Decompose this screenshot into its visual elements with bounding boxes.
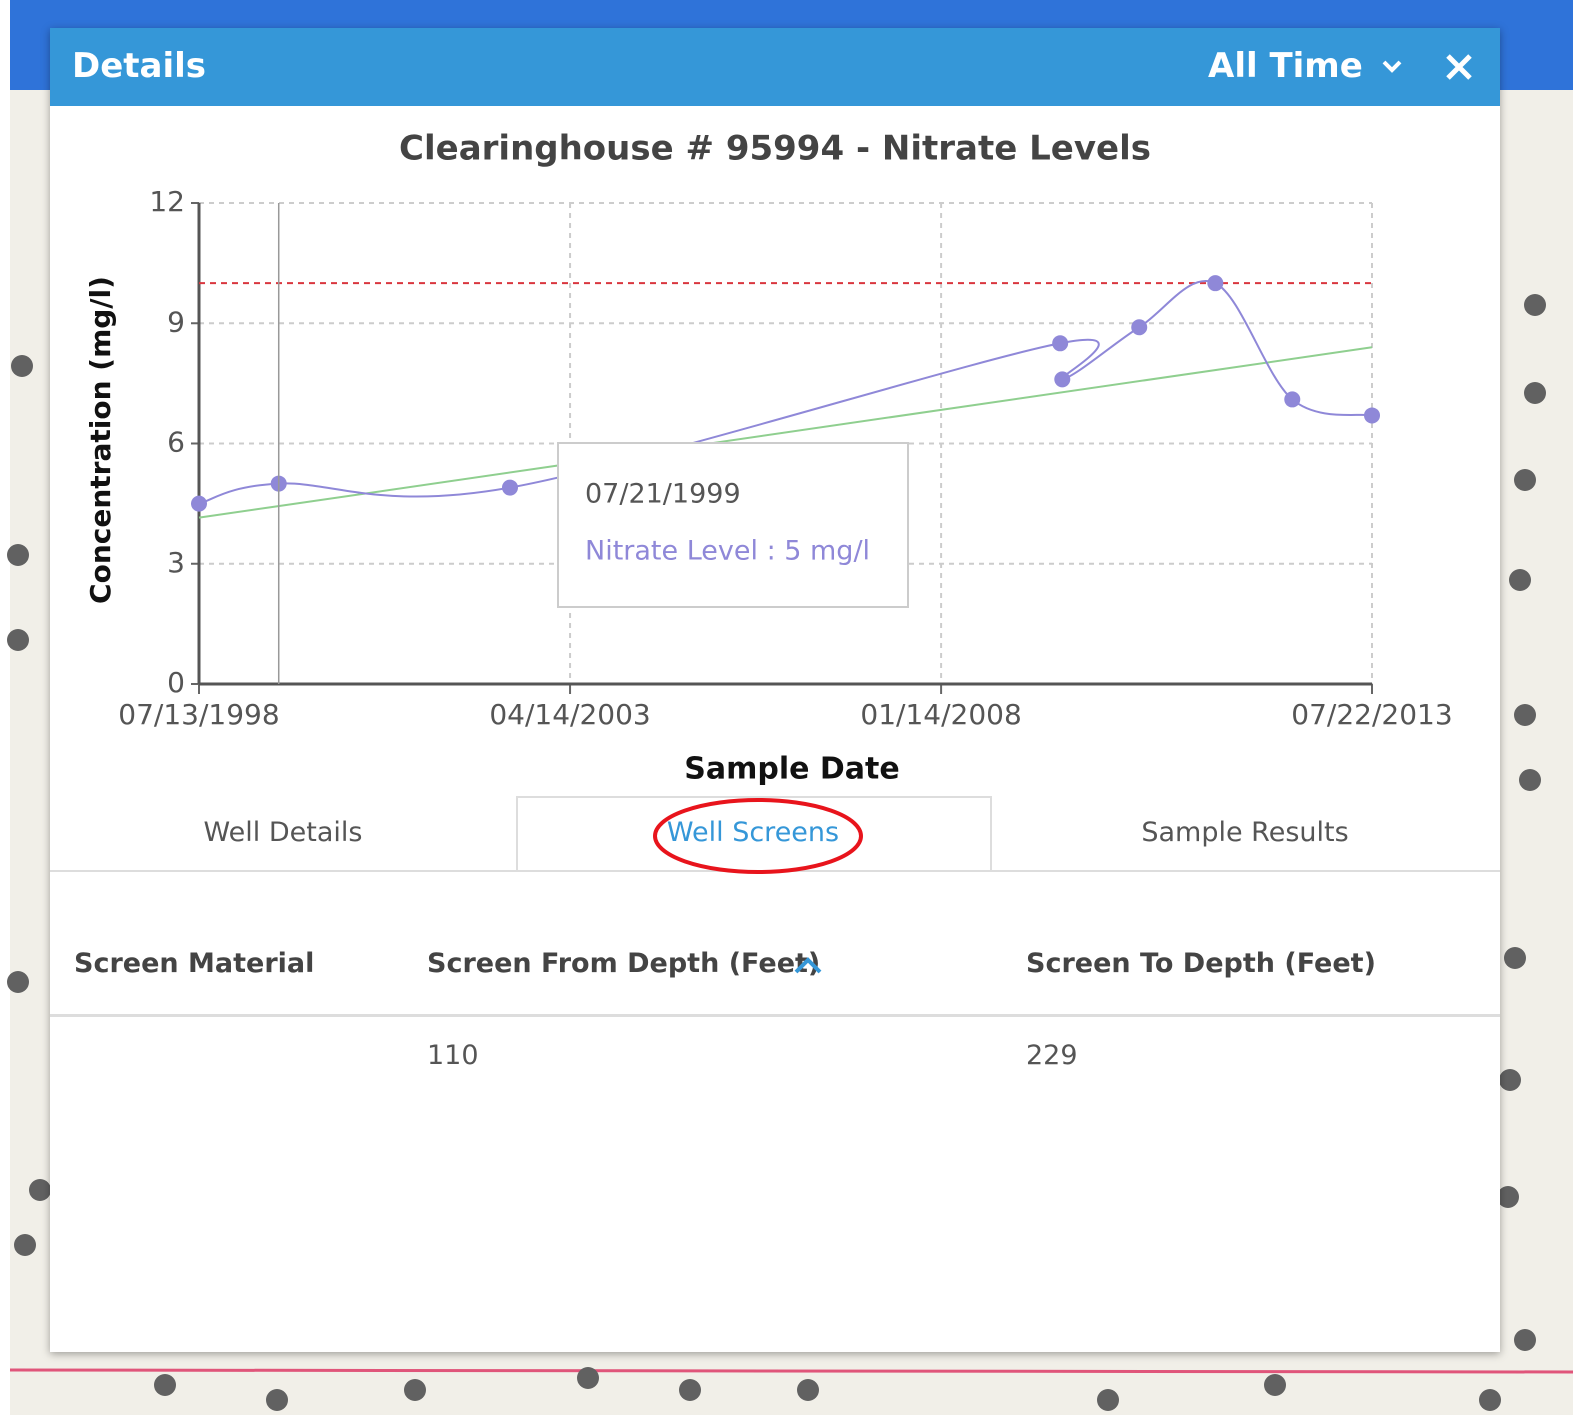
column-header[interactable]: Screen To Depth (Feet) — [1026, 948, 1376, 979]
tooltip-date: 07/21/1999 — [585, 479, 741, 510]
close-button[interactable] — [1444, 52, 1474, 82]
y-tick-label: 12 — [149, 185, 185, 218]
table-cell: 229 — [1026, 1040, 1078, 1071]
sort-ascending-icon[interactable] — [792, 954, 824, 978]
data-point — [501, 479, 518, 496]
data-point — [1054, 371, 1071, 388]
data-point — [191, 495, 207, 512]
tab[interactable]: Well Details — [203, 817, 363, 848]
data-point — [1364, 407, 1380, 424]
header-rule — [50, 1014, 1500, 1017]
details-dialog: Details All Time Clearinghouse # 95994 -… — [50, 28, 1500, 1352]
data-point — [1284, 391, 1301, 408]
x-tick-label: 07/13/1998 — [118, 698, 279, 731]
data-point — [1052, 335, 1069, 352]
dialog-header: Details All Time — [50, 28, 1500, 106]
dropdown-chevron[interactable] — [1380, 54, 1404, 78]
dialog-title: Details — [72, 46, 207, 86]
column-header[interactable]: Screen Material — [74, 948, 315, 979]
x-axis-label: Sample Date — [684, 752, 900, 787]
y-tick-label: 0 — [167, 666, 185, 699]
table-cell: 110 — [427, 1040, 479, 1071]
tab-active[interactable]: Well Screens — [666, 817, 840, 848]
tooltip-box — [557, 442, 909, 608]
trend-line — [198, 346, 1373, 519]
y-axis-label: Concentration (mg/l) — [84, 276, 117, 604]
tab[interactable]: Sample Results — [1141, 817, 1349, 848]
column-header[interactable]: Screen From Depth (Feet) — [427, 948, 821, 979]
y-tick-label: 3 — [167, 546, 185, 579]
x-tick-label: 04/14/2003 — [489, 698, 650, 731]
highlight-ellipse — [653, 798, 863, 874]
range-dropdown[interactable]: All Time — [1208, 46, 1363, 86]
data-line — [198, 280, 1373, 505]
x-tick-label: 01/14/2008 — [860, 698, 1021, 731]
data-point — [1131, 319, 1148, 336]
x-tick-label: 07/22/2013 — [1291, 698, 1452, 731]
y-tick-label: 6 — [167, 426, 185, 459]
chart: Clearinghouse # 95994 - Nitrate Levels S… — [84, 129, 1453, 787]
chart-title: Clearinghouse # 95994 - Nitrate Levels — [399, 129, 1151, 169]
tooltip-value: Nitrate Level : 5 mg/l — [585, 536, 870, 567]
data-point — [1207, 275, 1224, 292]
active-tab-frame — [516, 796, 992, 872]
y-tick-label: 9 — [167, 305, 185, 338]
